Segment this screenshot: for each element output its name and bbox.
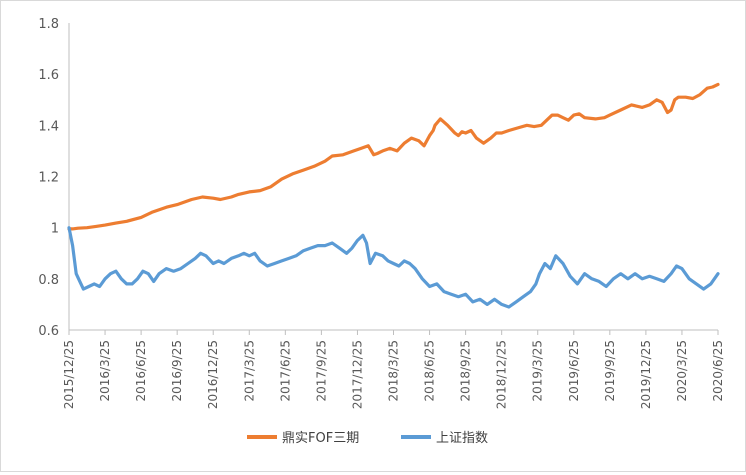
legend-label-1: 鼎实FOF三期 [282,431,359,446]
x-tick-label: 2016/6/25 [134,340,148,402]
y-tick-label: 1 [51,222,59,237]
x-tick-label: 2018/3/25 [387,340,401,402]
legend-item-2[interactable]: 上证指数 [401,431,488,446]
x-tick-label: 2019/3/25 [531,340,545,402]
x-tick-label: 2016/3/25 [98,340,112,402]
x-tick-label: 2017/3/25 [242,340,256,402]
x-tick-label: 2019/6/25 [567,340,581,402]
y-tick-label: 1.4 [38,119,59,134]
x-tick-label: 2018/12/25 [495,340,509,409]
series-line-2 [67,226,720,309]
y-tick-label: 1.8 [38,17,59,32]
x-tick-label: 2019/9/25 [603,340,617,402]
x-tick-label: 2015/12/25 [62,340,76,409]
y-tick-label: 1.6 [38,68,59,83]
y-tick-label: 0.6 [38,324,59,339]
x-tick-label: 2020/3/25 [675,340,689,402]
x-tick-label: 2019/12/25 [639,340,653,409]
legend-label-2: 上证指数 [436,431,488,446]
series-line-1 [67,82,720,231]
x-tick-label: 2017/6/25 [278,340,292,402]
x-tick-label: 2020/6/25 [711,340,725,402]
x-tick-label: 2018/6/25 [423,340,437,402]
x-tick-label: 2018/9/25 [459,340,473,402]
x-tick-label: 2017/9/25 [314,340,328,402]
y-tick-label: 0.8 [38,273,59,288]
legend-item-1[interactable]: 鼎实FOF三期 [247,431,359,446]
y-tick-label: 1.2 [38,171,59,186]
x-tick-label: 2016/9/25 [170,340,184,402]
x-tick-label: 2016/12/25 [206,340,220,409]
x-tick-label: 2017/12/25 [350,340,364,409]
